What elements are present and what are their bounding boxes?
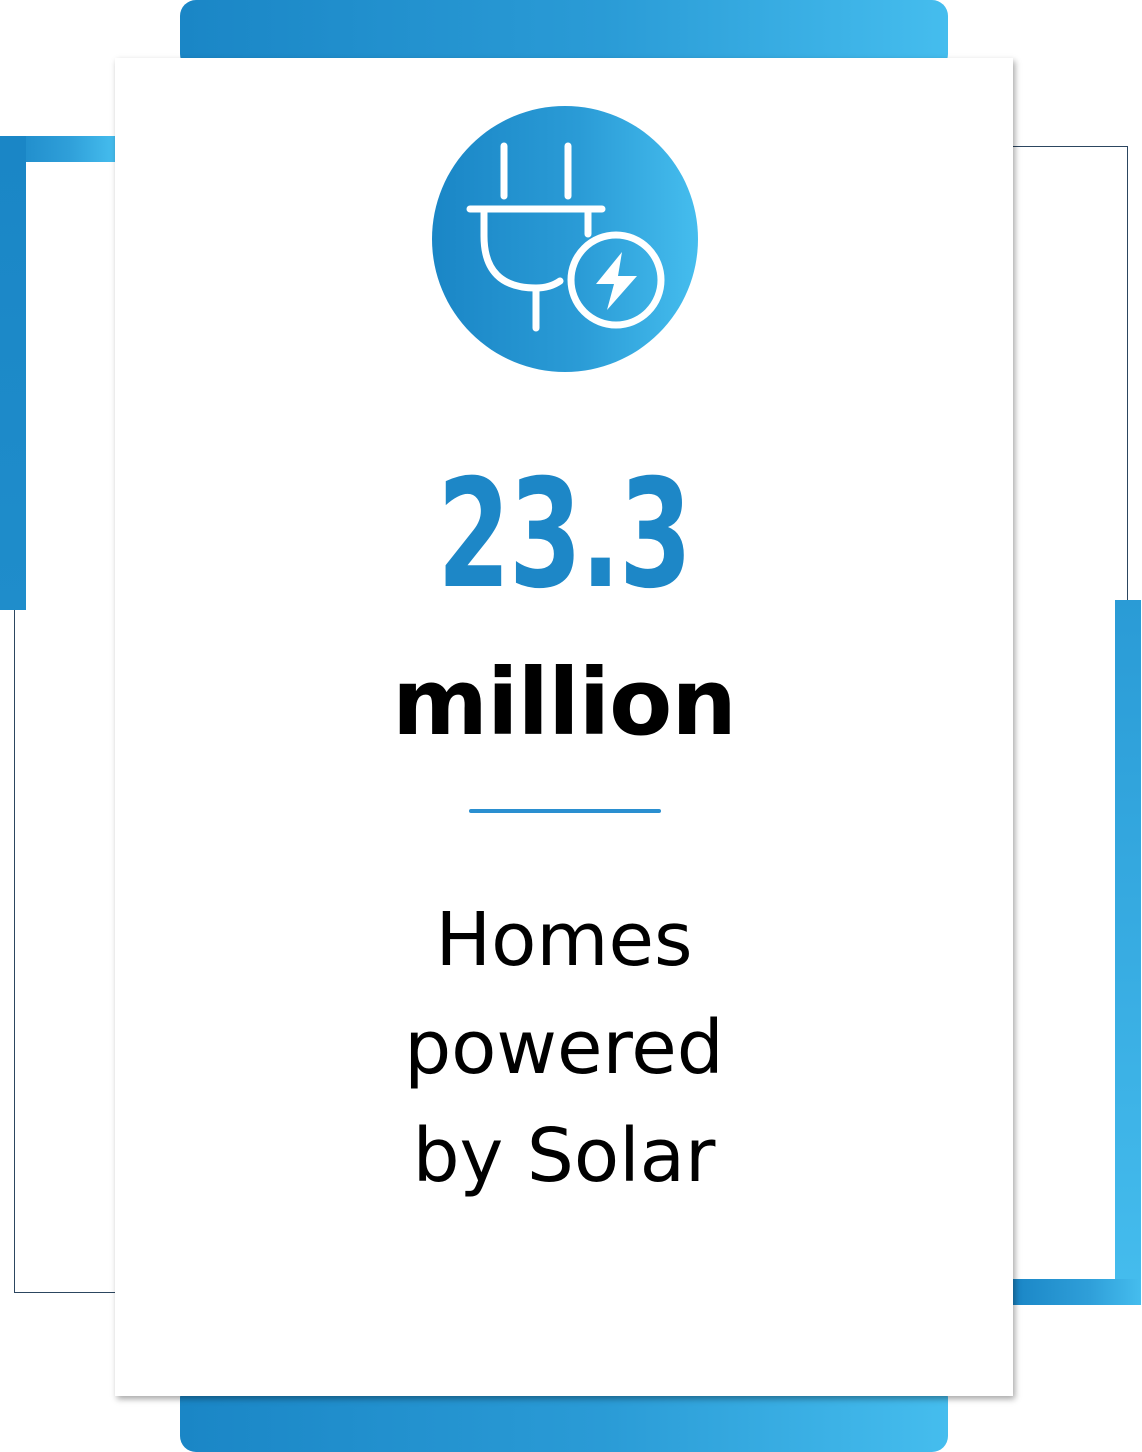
stat-unit: million — [392, 649, 737, 756]
right-frame-accent-horizontal — [1013, 1279, 1141, 1305]
divider — [469, 809, 661, 813]
caption-line-1: Homes — [435, 897, 693, 983]
stat-value: 23.3 — [437, 448, 692, 622]
left-frame-line — [14, 605, 115, 1293]
stat-caption: Homes powered by Solar — [115, 886, 1013, 1210]
left-frame-accent-vertical — [0, 136, 26, 610]
right-frame-accent-vertical — [1115, 600, 1141, 1305]
plug-with-lightning-icon — [432, 106, 698, 372]
right-frame-line — [1013, 146, 1128, 606]
caption-line-3: by Solar — [412, 1113, 716, 1199]
caption-line-2: powered — [404, 1005, 724, 1091]
stat-card: 23.3 million Homes powered by Solar — [115, 58, 1013, 1396]
